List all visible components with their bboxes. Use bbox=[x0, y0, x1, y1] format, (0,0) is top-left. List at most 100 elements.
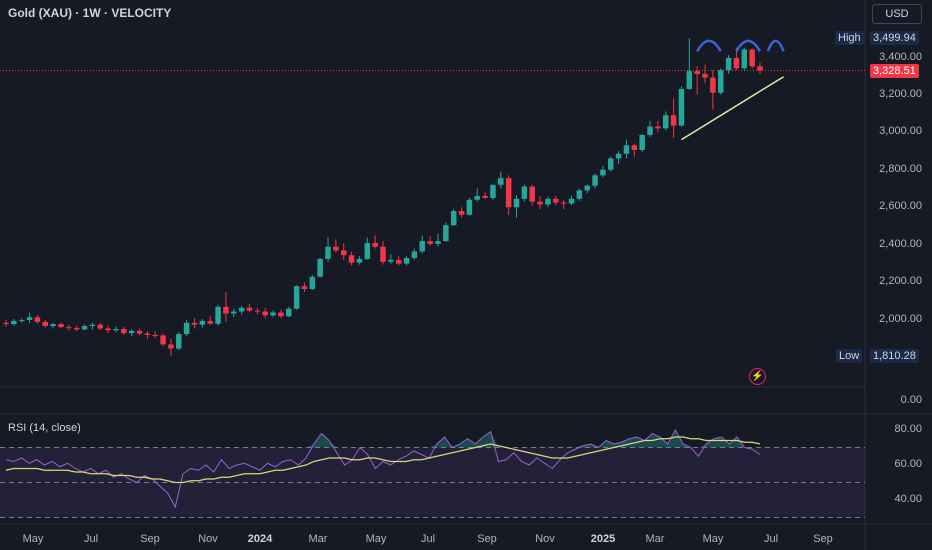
time-axis-label: Mar bbox=[645, 533, 665, 545]
rsi-overbought-fill bbox=[459, 438, 468, 448]
candle-body bbox=[348, 255, 355, 263]
current-price-tag: 3,328.51 bbox=[870, 64, 919, 78]
candle-body bbox=[663, 115, 669, 129]
price-tick-label: 3,400.00 bbox=[879, 51, 922, 63]
price-tick-label: 3,000.00 bbox=[879, 125, 922, 137]
candle-body bbox=[733, 57, 740, 69]
candle-body bbox=[254, 310, 261, 312]
candle-body bbox=[113, 329, 119, 331]
rsi-overbought-fill bbox=[629, 437, 637, 448]
volume-zero-label: 0.00 bbox=[900, 394, 922, 406]
time-axis-label: Jul bbox=[763, 533, 779, 545]
candle-body bbox=[121, 329, 127, 334]
candle-body bbox=[717, 70, 724, 93]
candle-body bbox=[647, 126, 653, 135]
low-value: 1,810.28 bbox=[870, 349, 919, 363]
candle-body bbox=[160, 335, 166, 345]
candle-body bbox=[364, 242, 371, 259]
candle-body bbox=[199, 320, 206, 325]
high-label: High bbox=[835, 31, 864, 45]
time-axis-label: Nov bbox=[198, 533, 218, 545]
candle-body bbox=[34, 317, 41, 322]
time-axis-label: May bbox=[702, 533, 724, 545]
rsi-overbought-fill bbox=[652, 433, 660, 448]
candle-body bbox=[623, 145, 630, 154]
candle-body bbox=[537, 201, 543, 205]
rsi-overbought-fill bbox=[313, 433, 322, 448]
candle-body bbox=[278, 312, 284, 317]
candle-body bbox=[26, 317, 33, 320]
low-label: Low bbox=[836, 349, 863, 363]
rsi-line bbox=[5, 428, 761, 509]
candle-body bbox=[333, 246, 339, 251]
rsi-overbought-fill bbox=[483, 431, 491, 448]
candle-body bbox=[490, 184, 496, 198]
candle-body bbox=[340, 250, 347, 256]
candle-body bbox=[18, 320, 25, 321]
candle-body bbox=[215, 306, 221, 324]
rsi-overbought-fill bbox=[490, 431, 499, 448]
time-axis-label: May bbox=[365, 533, 387, 545]
candle-body bbox=[270, 312, 276, 316]
candle-body bbox=[388, 259, 394, 262]
time-axis-label: Nov bbox=[535, 533, 555, 545]
candle-body bbox=[725, 57, 732, 71]
price-tick-label: 2,400.00 bbox=[879, 238, 922, 250]
candle-body bbox=[152, 335, 158, 337]
candle-body bbox=[568, 198, 575, 204]
candle-body bbox=[73, 327, 80, 330]
rsi-overbought-fill bbox=[606, 440, 614, 448]
candle-body bbox=[42, 321, 49, 327]
rsi-overbought-fill bbox=[329, 440, 337, 448]
candle-body bbox=[50, 324, 56, 327]
candle-body bbox=[560, 202, 567, 204]
candle-body bbox=[105, 328, 111, 331]
candle-body bbox=[505, 178, 512, 208]
rsi-ma-line bbox=[5, 436, 761, 484]
candle-body bbox=[655, 126, 661, 129]
candle-body bbox=[66, 327, 72, 329]
candle-body bbox=[584, 185, 590, 191]
candle-body bbox=[325, 246, 331, 259]
time-axis-label: 2025 bbox=[590, 533, 616, 545]
candle-body bbox=[450, 211, 457, 226]
currency-button[interactable]: USD bbox=[872, 4, 922, 24]
candle-body bbox=[136, 330, 143, 334]
rsi-tick-label: 80.00 bbox=[894, 423, 922, 435]
candle-body bbox=[11, 320, 17, 325]
candle-body bbox=[615, 153, 622, 159]
candle-body bbox=[144, 333, 151, 336]
candle-body bbox=[710, 77, 716, 93]
candle-body bbox=[435, 241, 441, 244]
price-tick-label: 2,600.00 bbox=[879, 200, 922, 212]
rsi-overbought-fill bbox=[721, 437, 730, 448]
rsi-overbought-fill bbox=[467, 438, 476, 448]
rsi-overbought-fill bbox=[475, 437, 484, 448]
candle-body bbox=[128, 330, 135, 334]
candle-body bbox=[529, 186, 535, 202]
time-axis-label: May bbox=[22, 533, 44, 545]
candle-body bbox=[600, 169, 606, 176]
candle-body bbox=[608, 158, 614, 170]
candle-body bbox=[81, 326, 88, 330]
rsi-overbought-fill bbox=[636, 437, 645, 448]
lightning-icon[interactable]: ⚡ bbox=[749, 368, 766, 385]
symbol-title: Gold (XAU) · 1W · VELOCITY bbox=[8, 6, 172, 20]
candle-body bbox=[466, 199, 473, 215]
price-tick-label: 2,000.00 bbox=[879, 313, 922, 325]
candle-body bbox=[223, 306, 229, 314]
high-value: 3,499.94 bbox=[870, 31, 919, 45]
candle-body bbox=[58, 324, 64, 328]
candle-body bbox=[670, 115, 677, 126]
pattern-arc bbox=[696, 39, 722, 52]
candle-body bbox=[309, 276, 316, 290]
candle-body bbox=[176, 334, 182, 349]
pattern-arc bbox=[735, 39, 762, 52]
candle-body bbox=[553, 198, 559, 203]
candle-body bbox=[231, 311, 237, 314]
candle-body bbox=[443, 225, 449, 242]
candle-body bbox=[191, 322, 198, 325]
rsi-overbought-fill bbox=[436, 437, 445, 448]
candle-body bbox=[403, 258, 410, 264]
